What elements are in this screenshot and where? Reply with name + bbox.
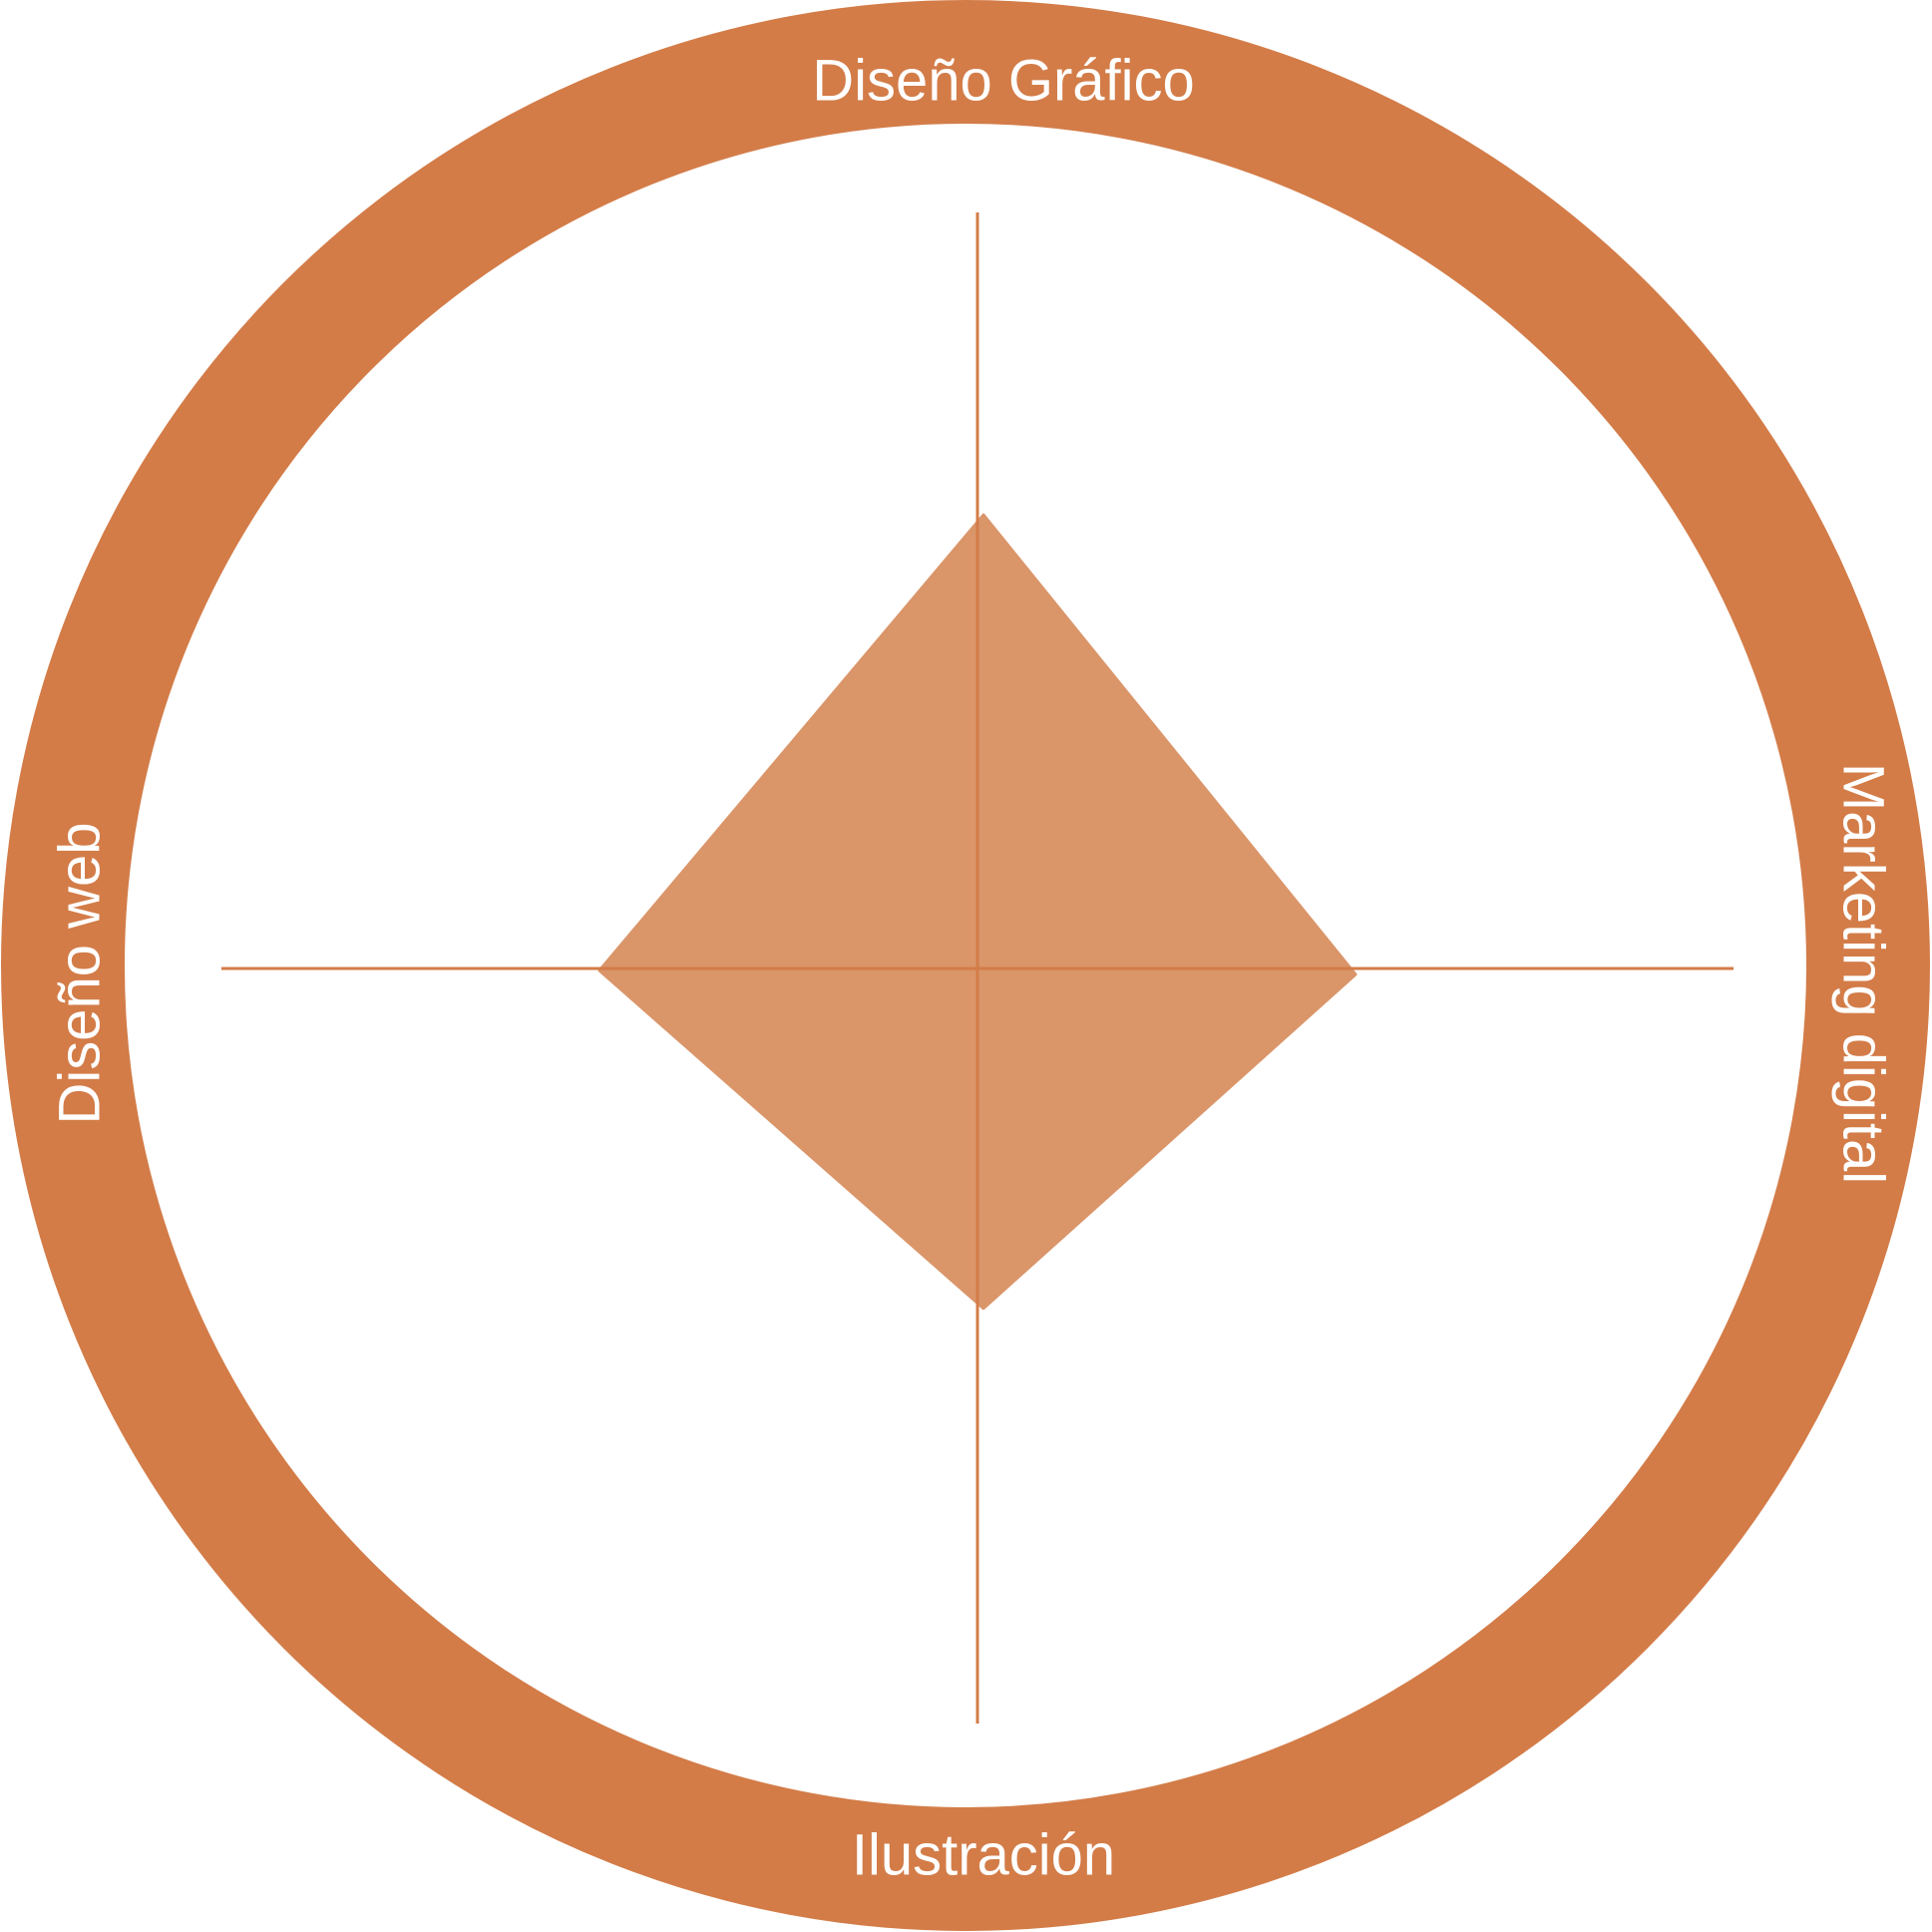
label-ilustracion: Ilustración	[852, 1823, 1115, 1888]
label-diseno-grafico: Diseño Gráfico	[812, 49, 1195, 114]
label-marketing-digital: Marketing digital	[1831, 763, 1896, 1184]
label-diseno-web: Diseño web	[48, 822, 113, 1124]
